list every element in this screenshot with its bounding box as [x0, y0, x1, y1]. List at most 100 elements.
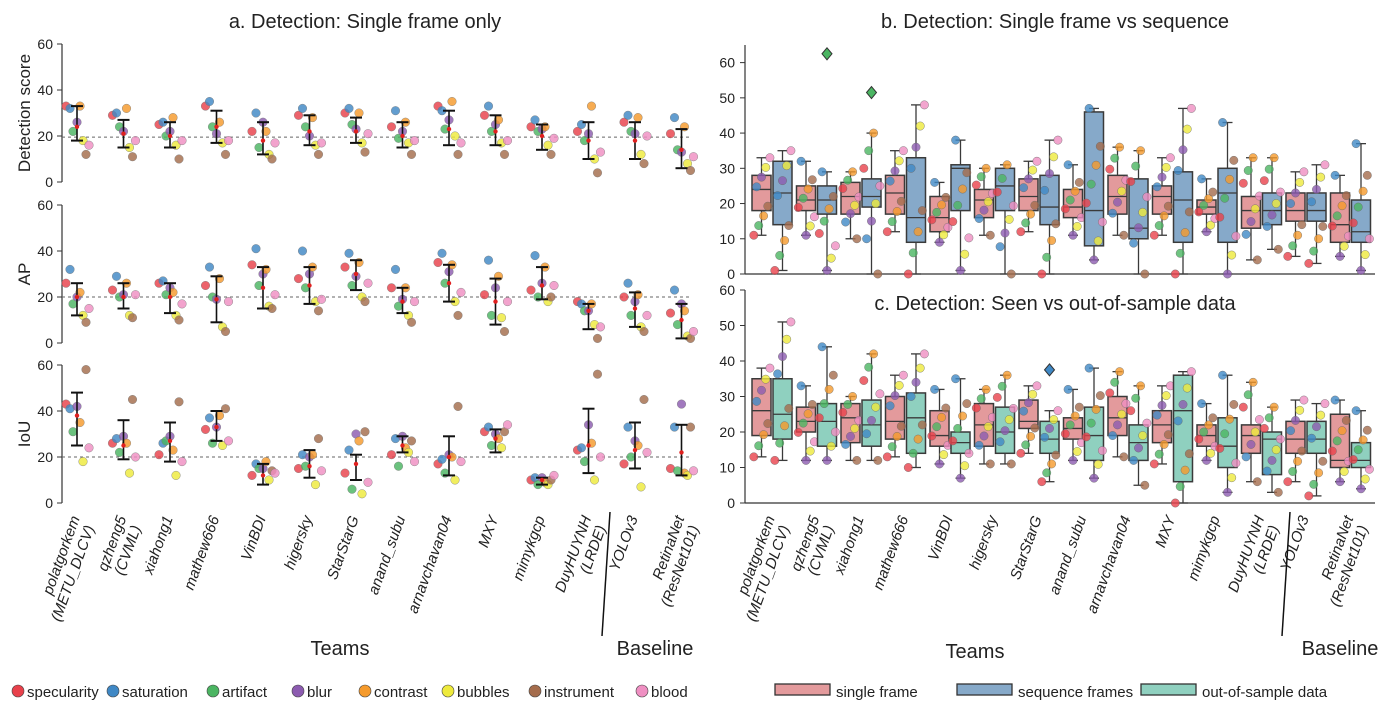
data-point: [314, 434, 324, 444]
data-point: [1108, 431, 1118, 440]
data-point: [360, 297, 370, 307]
data-point: [1006, 269, 1016, 279]
data-point: [1273, 244, 1283, 254]
data-point: [1262, 222, 1272, 231]
data-point: [838, 184, 848, 193]
data-point: [932, 207, 942, 217]
box: [973, 188, 995, 219]
y-tick-label: 30: [719, 389, 735, 405]
data-point: [981, 384, 991, 394]
legend-label: instrument: [544, 684, 615, 701]
data-point: [894, 156, 904, 166]
data-point: [1037, 269, 1047, 279]
data-point: [885, 401, 895, 411]
data-point: [437, 248, 447, 258]
data-point: [78, 457, 88, 467]
mean-marker: [400, 443, 405, 448]
data-point: [828, 370, 838, 380]
data-point: [778, 352, 787, 361]
data-point: [270, 290, 280, 300]
data-point: [770, 455, 780, 465]
data-point: [953, 424, 963, 433]
team-label-line: higersky: [281, 512, 317, 572]
y-tick-label: 60: [719, 55, 735, 71]
mean-marker: [307, 283, 312, 288]
y-axis-label: AP: [15, 263, 34, 286]
data-point: [1131, 393, 1141, 403]
data-point: [636, 482, 646, 492]
data-point: [1149, 459, 1159, 469]
category-legend: specularity saturation artifact blur contras…: [11, 684, 688, 701]
data-point: [1157, 172, 1167, 182]
data-point: [1117, 409, 1127, 419]
data-point: [903, 269, 913, 279]
data-point: [1173, 166, 1183, 175]
data-point: [805, 446, 815, 456]
data-point: [298, 246, 308, 256]
data-point: [956, 473, 965, 483]
data-point: [1170, 498, 1180, 508]
data-point: [1332, 211, 1342, 221]
data-point: [848, 167, 857, 177]
box: [1261, 192, 1283, 226]
data-point: [796, 156, 806, 166]
data-point: [850, 424, 860, 433]
data-point: [450, 475, 460, 485]
y-tick-label: 20: [719, 196, 735, 212]
data-point: [1060, 204, 1070, 214]
data-point: [677, 399, 687, 409]
data-point: [447, 96, 457, 106]
data-point: [997, 381, 1007, 391]
data-point: [130, 290, 140, 300]
data-point: [1159, 211, 1169, 221]
data-point: [979, 431, 989, 441]
mean-marker: [167, 294, 173, 300]
data-point: [1140, 269, 1150, 279]
data-point: [915, 363, 925, 373]
data-point: [1136, 146, 1146, 156]
data-point: [1252, 255, 1262, 265]
data-point: [1105, 388, 1115, 398]
data-point: [487, 441, 497, 451]
data-point: [798, 418, 808, 428]
data-point: [1002, 160, 1012, 170]
data-point: [892, 207, 902, 216]
data-point: [1070, 186, 1080, 196]
team-label: xiahong1: [831, 514, 868, 578]
data-point: [549, 133, 559, 143]
data-point: [593, 333, 603, 343]
data-point: [960, 249, 970, 259]
data-point: [1138, 207, 1148, 217]
data-point: [1042, 468, 1052, 478]
data-point: [939, 230, 949, 240]
data-point: [1220, 193, 1230, 203]
data-point: [920, 100, 929, 110]
data-point: [1068, 230, 1078, 240]
mean-marker: [167, 438, 173, 444]
team-label: mathew666: [181, 513, 224, 592]
mean-marker: [586, 138, 591, 143]
data-point: [1267, 455, 1277, 465]
data-point: [453, 149, 463, 159]
data-point: [1341, 191, 1351, 201]
y-tick-label: 50: [719, 90, 735, 106]
data-point: [1309, 246, 1319, 256]
data-point: [885, 176, 895, 186]
data-point: [1215, 212, 1225, 222]
team-label: RetinaNet(ResNet101): [642, 513, 705, 609]
data-point: [1330, 395, 1340, 405]
data-point: [930, 384, 939, 394]
panel-a-title: a. Detection: Single frame only: [229, 11, 501, 33]
data-point: [1283, 251, 1293, 261]
data-point: [1095, 141, 1105, 151]
y-tick-label: 20: [719, 424, 735, 440]
data-point: [1215, 444, 1225, 453]
data-point: [971, 403, 981, 413]
data-point: [154, 450, 164, 460]
team-label: higersky: [281, 512, 317, 572]
data-point: [251, 108, 261, 118]
data-point: [1248, 153, 1258, 163]
data-point: [1117, 186, 1127, 196]
data-point: [223, 136, 233, 146]
